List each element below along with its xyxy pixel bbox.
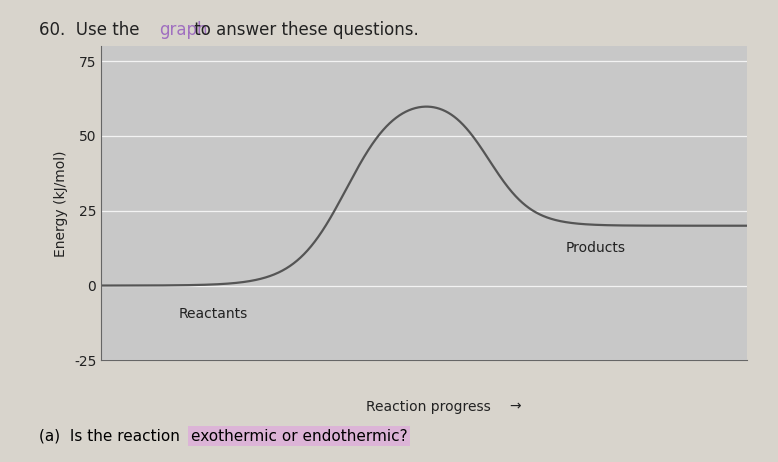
Y-axis label: Energy (kJ/mol): Energy (kJ/mol) bbox=[54, 150, 68, 256]
Text: →: → bbox=[510, 400, 521, 413]
Text: exothermic or endothermic?: exothermic or endothermic? bbox=[191, 429, 407, 444]
Text: (a)  Is the reaction: (a) Is the reaction bbox=[39, 429, 184, 444]
Text: 60.  Use the: 60. Use the bbox=[39, 21, 145, 39]
Text: Reaction progress: Reaction progress bbox=[366, 400, 490, 413]
Text: graph: graph bbox=[159, 21, 208, 39]
Text: Reactants: Reactants bbox=[179, 306, 248, 321]
Text: to answer these questions.: to answer these questions. bbox=[189, 21, 419, 39]
Text: Products: Products bbox=[566, 241, 626, 255]
